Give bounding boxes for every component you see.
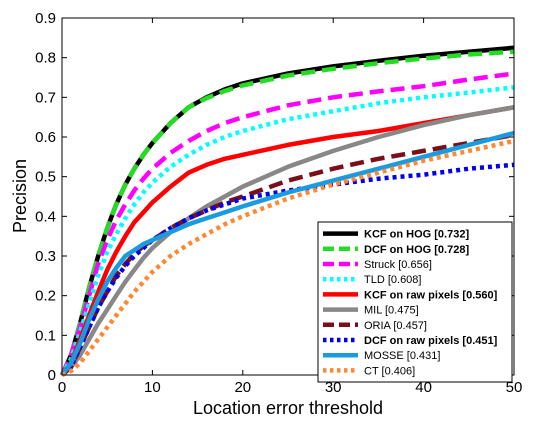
legend-label-10: CT [0.406] <box>364 365 415 377</box>
plot-frame <box>61 17 515 376</box>
legend-label-1: KCF on HOG [0.732] <box>364 229 469 241</box>
y-tick-label: 0.2 <box>35 288 56 305</box>
series-layer <box>59 45 515 378</box>
legend-label-5: KCF on raw pixels [0.560] <box>364 289 498 301</box>
y-tick-label: 0.4 <box>35 208 56 225</box>
x-tick-label: 20 <box>234 379 251 396</box>
series-line-9 <box>60 130 515 377</box>
y-tick-label: 0.8 <box>35 50 56 67</box>
y-tick-label: 0.6 <box>35 129 56 146</box>
y-tick-label: 0.9 <box>35 10 56 27</box>
legend-label-7: ORIA [0.457] <box>364 320 427 332</box>
y-tick-label: 0.7 <box>35 89 56 106</box>
y-axis-title: Precision <box>10 159 30 233</box>
x-tick-label: 30 <box>325 379 342 396</box>
x-tick-label: 10 <box>144 379 161 396</box>
legend-label-4: TLD [0.608] <box>364 274 421 286</box>
x-tick-label: 40 <box>415 379 432 396</box>
series-line-5 <box>60 105 515 377</box>
series-line-8 <box>60 162 515 377</box>
x-tick-label: 0 <box>58 379 66 396</box>
legend-label-2: DCF on HOG [0.728] <box>364 244 469 256</box>
y-tick-label: 0.1 <box>35 327 56 344</box>
legend-label-6: MIL [0.475] <box>364 305 419 317</box>
legend-label-9: MOSSE [0.431] <box>364 350 440 362</box>
y-tick-label: 0.5 <box>35 169 56 186</box>
y-tick-label: 0 <box>48 367 56 384</box>
legend-label-8: DCF on raw pixels [0.451] <box>364 335 498 347</box>
y-tick-label: 0.3 <box>35 248 56 265</box>
x-tick-label: 50 <box>506 379 523 396</box>
series-line-4 <box>60 85 515 377</box>
legend-label-3: Struck [0.656] <box>364 259 432 271</box>
x-axis-title: Location error threshold <box>193 398 383 418</box>
series-line-3 <box>59 71 515 376</box>
series-line-6 <box>60 105 515 377</box>
legend: KCF on HOG [0.732] DCF on HOG [0.728] Stru… <box>317 221 513 383</box>
